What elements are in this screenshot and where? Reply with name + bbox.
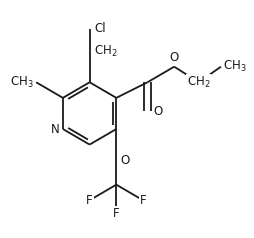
Text: CH$_3$: CH$_3$ <box>10 75 34 90</box>
Text: O: O <box>153 105 162 118</box>
Text: F: F <box>86 194 93 207</box>
Text: CH$_3$: CH$_3$ <box>223 59 247 74</box>
Text: F: F <box>113 207 120 220</box>
Text: CH$_2$: CH$_2$ <box>94 44 118 59</box>
Text: N: N <box>51 123 59 135</box>
Text: F: F <box>140 194 146 207</box>
Text: O: O <box>121 154 130 167</box>
Text: CH$_2$: CH$_2$ <box>187 75 211 90</box>
Text: O: O <box>170 51 179 64</box>
Text: Cl: Cl <box>94 22 106 35</box>
